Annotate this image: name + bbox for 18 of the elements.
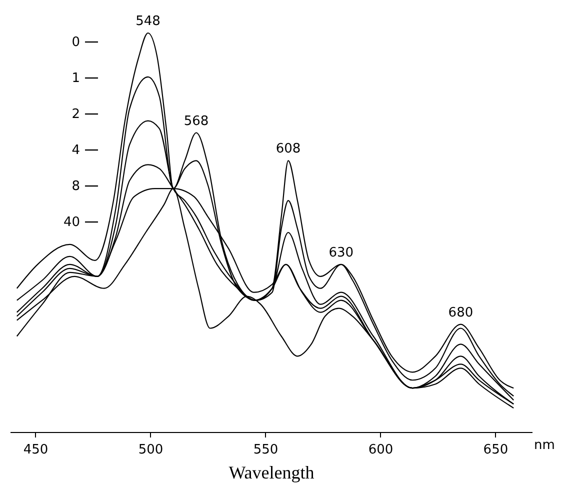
annotation: 608	[276, 142, 301, 157]
x-tick-label: 500	[138, 442, 164, 458]
annotation: 568	[184, 114, 209, 129]
legend-label: 8	[72, 179, 80, 194]
x-tick-label: 650	[483, 442, 508, 458]
annotation: 548	[136, 14, 160, 29]
x-tick-label: 450	[23, 442, 48, 458]
legend-label: 0	[72, 35, 80, 50]
legend-label: 4	[72, 143, 80, 158]
x-tick-label: 600	[368, 442, 394, 458]
text: nm	[534, 438, 555, 453]
annotation: 630	[328, 245, 354, 260]
x-axis-title: Wavelength	[228, 462, 314, 482]
annotation: 680	[448, 305, 474, 320]
legend-label: 2	[72, 107, 80, 122]
x-tick-label: 550	[253, 442, 278, 458]
legend-label: 1	[72, 71, 80, 86]
legend-label: 40	[63, 215, 80, 230]
